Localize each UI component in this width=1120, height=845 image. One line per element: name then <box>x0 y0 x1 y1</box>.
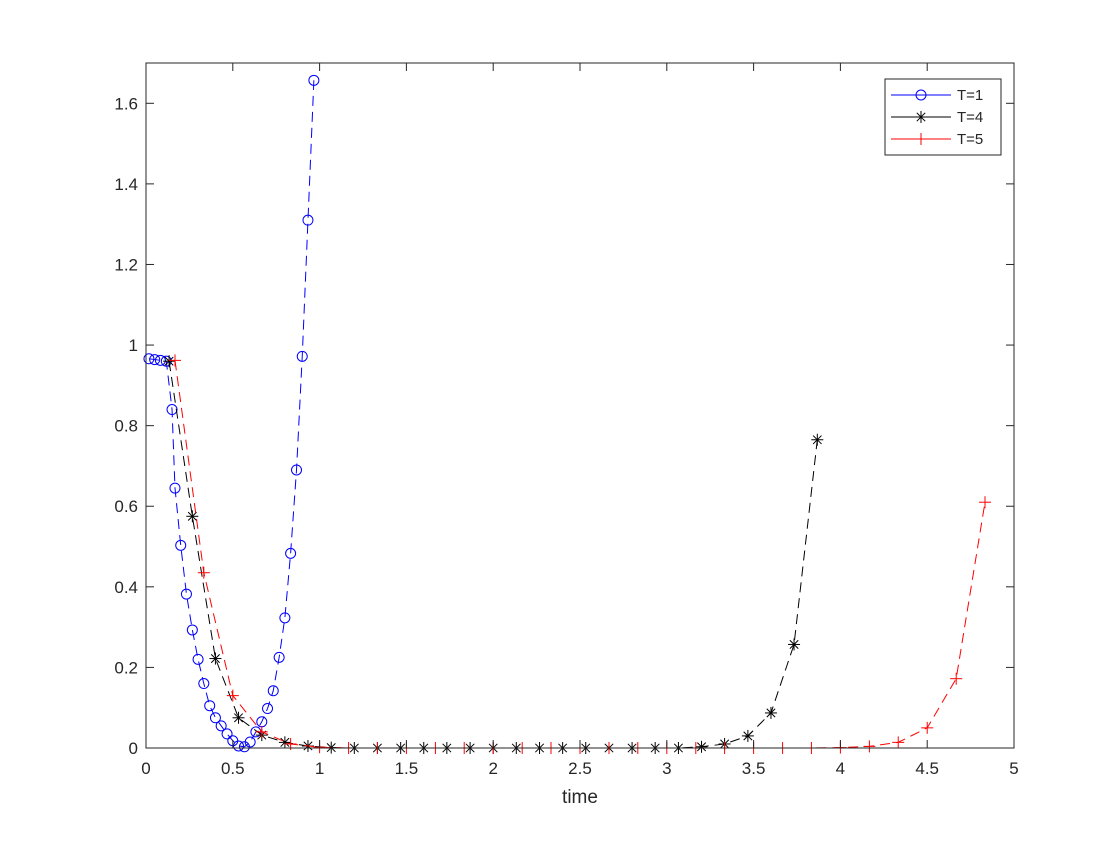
legend-marker-t-1 <box>915 89 927 101</box>
tick-layer: 0 0.5 1 1.5 2 2.5 3 3.5 4 4.5 5 0 0.2 0.4 0.6 0.8 1 1.2 1.… <box>114 63 1019 778</box>
x-tick-label: 0 <box>141 759 150 778</box>
x-tick-label: 5 <box>1009 759 1018 778</box>
data-point-t-5 <box>892 736 905 749</box>
data-point-t-1 <box>169 482 181 494</box>
data-point-t-4 <box>232 711 245 724</box>
legend-label-t-5: T=5 <box>957 131 983 148</box>
x-tick-label: 3.5 <box>742 759 766 778</box>
y-tick-label: 0 <box>129 739 138 758</box>
data-point-t-1 <box>262 703 274 715</box>
data-point-t-5 <box>255 725 268 738</box>
x-tick-label: 2 <box>488 759 497 778</box>
data-point-t-4 <box>186 510 199 523</box>
data-point-t-1 <box>267 685 279 697</box>
legend: T=1 T=4 T=5 <box>884 78 1002 156</box>
data-point-t-1 <box>209 712 221 724</box>
data-point-t-1 <box>204 700 216 712</box>
x-tick-label: 3 <box>662 759 671 778</box>
data-point-t-4 <box>811 433 824 446</box>
data-point-t-1 <box>285 547 297 559</box>
legend-label-t-1: T=1 <box>957 87 983 104</box>
data-point-t-4 <box>788 638 801 651</box>
series-line-t-1 <box>148 80 315 748</box>
data-point-t-5 <box>863 740 876 753</box>
x-tick-label: 0.5 <box>221 759 245 778</box>
data-point-t-1 <box>279 612 291 624</box>
y-tick-label: 0.6 <box>114 497 138 516</box>
legend-marker-t-5 <box>915 133 927 145</box>
data-point-t-5 <box>921 721 934 734</box>
y-tick-label: 1.6 <box>114 94 138 113</box>
data-point-t-1 <box>166 404 178 416</box>
data-point-t-5 <box>197 566 210 579</box>
data-point-t-1 <box>221 728 233 740</box>
x-axis-label: time <box>562 787 598 808</box>
x-tick-label: 4 <box>836 759 845 778</box>
data-point-t-4 <box>695 740 708 753</box>
data-point-t-1 <box>198 678 210 690</box>
y-tick-label: 1.2 <box>114 255 138 274</box>
x-tick-label: 1 <box>315 759 324 778</box>
plot-area <box>146 63 1014 748</box>
data-point-t-1 <box>192 653 204 665</box>
data-point-t-5 <box>226 689 239 702</box>
series-t-1 <box>143 74 320 753</box>
data-point-t-5 <box>168 354 181 367</box>
data-point-t-1 <box>186 624 198 636</box>
data-point-t-1 <box>296 350 308 362</box>
y-tick-label: 0.4 <box>114 578 138 597</box>
data-point-t-1 <box>143 353 155 365</box>
data-point-t-1 <box>233 740 245 752</box>
data-point-t-4 <box>278 736 291 749</box>
data-point-t-1 <box>291 464 303 476</box>
y-tick-label: 1.4 <box>114 175 138 194</box>
x-tick-label: 1.5 <box>395 759 419 778</box>
data-point-t-4 <box>741 729 754 742</box>
data-point-t-4 <box>163 355 176 368</box>
data-point-t-1 <box>149 354 161 366</box>
data-point-t-1 <box>180 588 192 600</box>
y-tick-label: 0.2 <box>114 658 138 677</box>
x-tick-label: 4.5 <box>915 759 939 778</box>
y-tick-label: 0.8 <box>114 417 138 436</box>
data-point-t-1 <box>175 539 187 551</box>
y-tick-label: 1 <box>129 336 138 355</box>
legend-marker-t-4 <box>915 111 927 123</box>
data-point-t-1 <box>302 214 314 226</box>
data-point-t-5 <box>979 496 992 509</box>
data-point-t-1 <box>154 354 166 366</box>
legend-label-t-4: T=4 <box>957 109 983 126</box>
data-point-t-1 <box>244 736 256 748</box>
data-point-t-5 <box>950 672 963 685</box>
x-tick-label: 2.5 <box>568 759 592 778</box>
data-point-t-4 <box>209 652 222 665</box>
data-point-t-1 <box>215 720 227 732</box>
data-point-t-1 <box>273 651 285 663</box>
data-point-t-4 <box>764 706 777 719</box>
data-point-t-1 <box>308 74 320 86</box>
